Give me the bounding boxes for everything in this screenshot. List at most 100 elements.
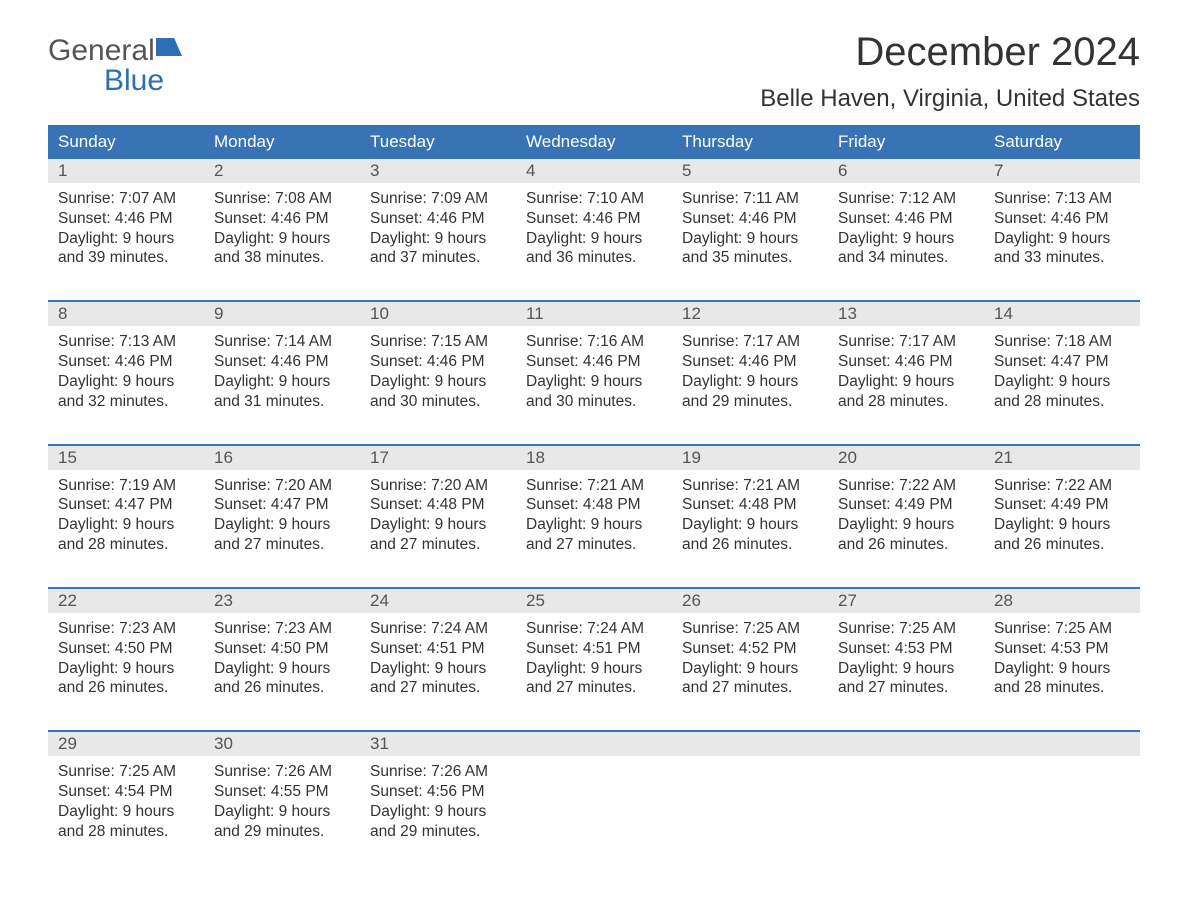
day-number: 17: [360, 446, 516, 470]
day-number: [828, 732, 984, 756]
daylight-line2: and 29 minutes.: [214, 822, 350, 842]
daynum-row: 22232425262728: [48, 589, 1140, 613]
day-number: 10: [360, 302, 516, 326]
daylight-line2: and 35 minutes.: [682, 248, 818, 268]
sunset-text: Sunset: 4:46 PM: [526, 209, 662, 229]
sunrise-text: Sunrise: 7:12 AM: [838, 189, 974, 209]
day-number: 4: [516, 159, 672, 183]
sunset-text: Sunset: 4:50 PM: [214, 639, 350, 659]
sunset-text: Sunset: 4:46 PM: [682, 352, 818, 372]
dayname-friday: Friday: [828, 125, 984, 159]
calendar-week: 22232425262728Sunrise: 7:23 AMSunset: 4:…: [48, 587, 1140, 716]
day-cell: Sunrise: 7:25 AMSunset: 4:53 PMDaylight:…: [828, 613, 984, 716]
daylight-line1: Daylight: 9 hours: [682, 515, 818, 535]
sunset-text: Sunset: 4:54 PM: [58, 782, 194, 802]
daylight-line2: and 32 minutes.: [58, 392, 194, 412]
daylight-line2: and 31 minutes.: [214, 392, 350, 412]
day-number: 23: [204, 589, 360, 613]
sunset-text: Sunset: 4:46 PM: [58, 209, 194, 229]
sunset-text: Sunset: 4:53 PM: [994, 639, 1130, 659]
weeks-container: 1234567Sunrise: 7:07 AMSunset: 4:46 PMDa…: [48, 159, 1140, 860]
sunset-text: Sunset: 4:55 PM: [214, 782, 350, 802]
logo-word-general: General: [48, 34, 155, 68]
daylight-line1: Daylight: 9 hours: [370, 802, 506, 822]
daylight-line1: Daylight: 9 hours: [682, 659, 818, 679]
day-number: 12: [672, 302, 828, 326]
location-subtitle: Belle Haven, Virginia, United States: [760, 85, 1140, 113]
daylight-line2: and 27 minutes.: [526, 678, 662, 698]
day-cell: Sunrise: 7:08 AMSunset: 4:46 PMDaylight:…: [204, 183, 360, 286]
daylight-line2: and 26 minutes.: [994, 535, 1130, 555]
daylight-line2: and 27 minutes.: [838, 678, 974, 698]
daylight-line2: and 27 minutes.: [526, 535, 662, 555]
dayname-header-row: Sunday Monday Tuesday Wednesday Thursday…: [48, 125, 1140, 159]
day-cell: Sunrise: 7:22 AMSunset: 4:49 PMDaylight:…: [984, 470, 1140, 573]
daylight-line2: and 27 minutes.: [370, 535, 506, 555]
sunset-text: Sunset: 4:46 PM: [58, 352, 194, 372]
day-number: 30: [204, 732, 360, 756]
daylight-line2: and 28 minutes.: [838, 392, 974, 412]
day-cell: Sunrise: 7:13 AMSunset: 4:46 PMDaylight:…: [984, 183, 1140, 286]
daylight-line2: and 27 minutes.: [214, 535, 350, 555]
day-cell: Sunrise: 7:13 AMSunset: 4:46 PMDaylight:…: [48, 326, 204, 429]
sunrise-text: Sunrise: 7:16 AM: [526, 332, 662, 352]
daylight-line1: Daylight: 9 hours: [994, 515, 1130, 535]
daylight-line1: Daylight: 9 hours: [370, 659, 506, 679]
sunrise-text: Sunrise: 7:25 AM: [682, 619, 818, 639]
sunrise-text: Sunrise: 7:14 AM: [214, 332, 350, 352]
sunrise-text: Sunrise: 7:25 AM: [994, 619, 1130, 639]
day-cell: Sunrise: 7:18 AMSunset: 4:47 PMDaylight:…: [984, 326, 1140, 429]
sunset-text: Sunset: 4:50 PM: [58, 639, 194, 659]
daylight-line2: and 34 minutes.: [838, 248, 974, 268]
daylight-line2: and 29 minutes.: [370, 822, 506, 842]
daylight-line2: and 28 minutes.: [994, 678, 1130, 698]
logo: General Blue: [48, 30, 208, 100]
sunset-text: Sunset: 4:51 PM: [370, 639, 506, 659]
sunrise-text: Sunrise: 7:23 AM: [214, 619, 350, 639]
daylight-line1: Daylight: 9 hours: [838, 372, 974, 392]
sunset-text: Sunset: 4:53 PM: [838, 639, 974, 659]
daylight-line1: Daylight: 9 hours: [994, 372, 1130, 392]
sunrise-text: Sunrise: 7:13 AM: [994, 189, 1130, 209]
sunset-text: Sunset: 4:56 PM: [370, 782, 506, 802]
sunrise-text: Sunrise: 7:21 AM: [682, 476, 818, 496]
day-cell: Sunrise: 7:09 AMSunset: 4:46 PMDaylight:…: [360, 183, 516, 286]
daylight-line2: and 28 minutes.: [58, 822, 194, 842]
sunset-text: Sunset: 4:48 PM: [526, 495, 662, 515]
daylight-line1: Daylight: 9 hours: [526, 372, 662, 392]
day-number: 29: [48, 732, 204, 756]
daylight-line2: and 28 minutes.: [994, 392, 1130, 412]
day-number: [672, 732, 828, 756]
daylight-line1: Daylight: 9 hours: [526, 515, 662, 535]
sunset-text: Sunset: 4:46 PM: [370, 209, 506, 229]
daylight-line1: Daylight: 9 hours: [994, 659, 1130, 679]
daylight-line2: and 33 minutes.: [994, 248, 1130, 268]
daylight-line1: Daylight: 9 hours: [58, 515, 194, 535]
sunrise-text: Sunrise: 7:23 AM: [58, 619, 194, 639]
daylight-line1: Daylight: 9 hours: [370, 372, 506, 392]
sunrise-text: Sunrise: 7:25 AM: [58, 762, 194, 782]
day-cell: [516, 756, 672, 859]
day-cell: Sunrise: 7:25 AMSunset: 4:53 PMDaylight:…: [984, 613, 1140, 716]
day-cell: Sunrise: 7:24 AMSunset: 4:51 PMDaylight:…: [516, 613, 672, 716]
sunrise-text: Sunrise: 7:17 AM: [838, 332, 974, 352]
day-number: 1: [48, 159, 204, 183]
day-number: [984, 732, 1140, 756]
sunrise-text: Sunrise: 7:24 AM: [370, 619, 506, 639]
daylight-line1: Daylight: 9 hours: [682, 229, 818, 249]
sunset-text: Sunset: 4:51 PM: [526, 639, 662, 659]
daynum-row: 293031: [48, 732, 1140, 756]
sunset-text: Sunset: 4:46 PM: [838, 352, 974, 372]
day-cell: Sunrise: 7:26 AMSunset: 4:55 PMDaylight:…: [204, 756, 360, 859]
daylight-line2: and 26 minutes.: [58, 678, 194, 698]
daylight-line2: and 28 minutes.: [58, 535, 194, 555]
sunset-text: Sunset: 4:46 PM: [370, 352, 506, 372]
daylight-line2: and 36 minutes.: [526, 248, 662, 268]
daylight-line2: and 38 minutes.: [214, 248, 350, 268]
day-number: 27: [828, 589, 984, 613]
day-cell: Sunrise: 7:24 AMSunset: 4:51 PMDaylight:…: [360, 613, 516, 716]
sunrise-text: Sunrise: 7:26 AM: [214, 762, 350, 782]
day-cell: Sunrise: 7:15 AMSunset: 4:46 PMDaylight:…: [360, 326, 516, 429]
daylight-line1: Daylight: 9 hours: [58, 229, 194, 249]
title-block: December 2024 Belle Haven, Virginia, Uni…: [760, 30, 1140, 113]
